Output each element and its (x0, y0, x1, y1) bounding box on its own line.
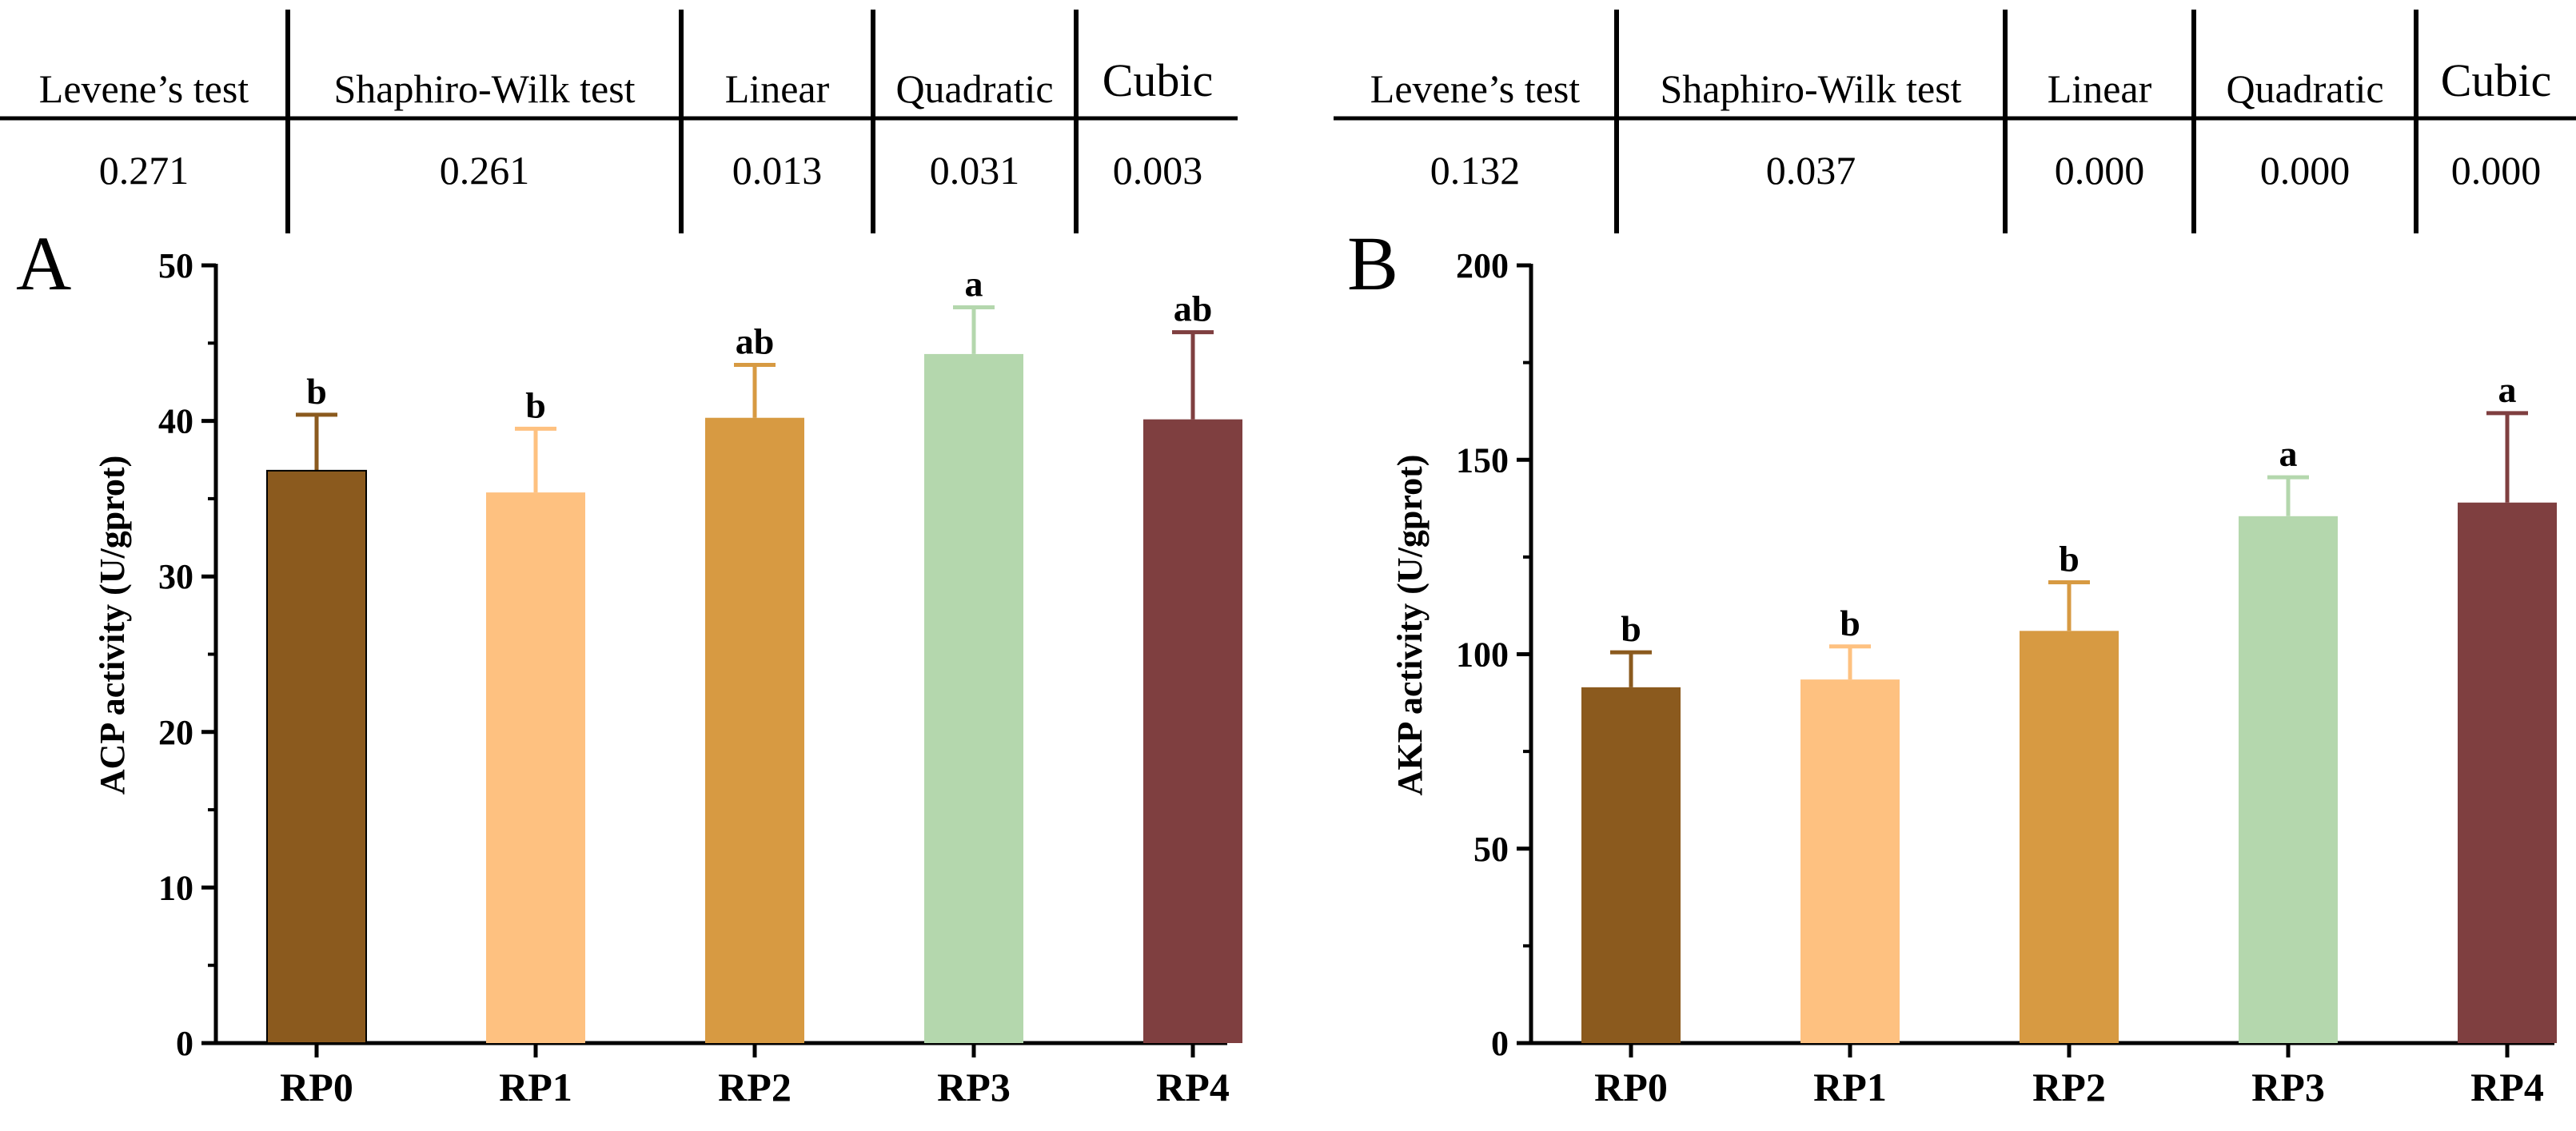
sig-letter-b-RP4: a (2498, 369, 2517, 410)
chart-a: A ACP activity (U/gprot) 0 10 20 30 40 50 b RP0… (16, 221, 1242, 1109)
bar-a-RP1 (486, 492, 585, 1043)
bar-a-RP2 (705, 417, 804, 1043)
y-tick-label-b-3: 150 (1456, 440, 1509, 480)
y-tick-label-b-4: 200 (1456, 246, 1509, 285)
table-a-value-quadratic: 0.031 (930, 148, 1020, 193)
bar-b-RP4 (2458, 502, 2557, 1043)
table-a-value-linear: 0.013 (732, 148, 823, 193)
y-tick-label-b-2: 100 (1456, 635, 1509, 675)
bar-b-RP2 (2020, 631, 2119, 1043)
table-a-value-levene: 0.271 (99, 148, 189, 193)
table-b-value-quadratic: 0.000 (2260, 148, 2351, 193)
bar-b-RP1 (1800, 679, 1900, 1043)
bar-b-RP3 (2239, 516, 2338, 1043)
stats-table-b: Levene’s test Shaphiro-Wilk test Linear … (1334, 10, 2576, 233)
x-tick-label-a-RP4: RP4 (1156, 1065, 1230, 1109)
y-tick-label-a-5: 50 (158, 246, 193, 285)
table-b-value-linear: 0.000 (2055, 148, 2145, 193)
y-axis-label-b: AKP activity (U/gprot) (1390, 455, 1430, 796)
sig-letter-b-RP3: a (2279, 433, 2298, 474)
sig-letter-a-RP3: a (965, 264, 983, 305)
y-tick-label-b-1: 50 (1473, 830, 1509, 869)
sig-letter-a-RP2: ab (736, 321, 775, 362)
table-b-header-quadratic: Quadratic (2226, 66, 2383, 111)
x-tick-label-b-RP4: RP4 (2470, 1065, 2544, 1109)
y-tick-label-a-2: 20 (158, 713, 193, 752)
y-axis-label-a: ACP activity (U/gprot) (93, 456, 132, 794)
table-a-value-cubic: 0.003 (1113, 148, 1203, 193)
y-tick-label-b-0: 0 (1491, 1024, 1509, 1063)
table-b-value-shapiro: 0.037 (1766, 148, 1856, 193)
table-b-value-levene: 0.132 (1430, 148, 1521, 193)
x-tick-label-a-RP0: RP0 (280, 1065, 353, 1109)
table-a-value-shapiro: 0.261 (440, 148, 530, 193)
table-a-header-linear: Linear (725, 66, 830, 111)
y-tick-label-a-4: 40 (158, 402, 193, 441)
sig-letter-b-RP0: b (1621, 608, 1641, 649)
sig-letter-a-RP4: ab (1174, 289, 1213, 329)
x-tick-label-a-RP3: RP3 (937, 1065, 1011, 1109)
table-b-header-cubic: Cubic (2441, 54, 2552, 106)
sig-letter-b-RP2: b (2059, 538, 2080, 579)
table-b-header-levene: Levene’s test (1370, 66, 1581, 111)
x-tick-label-b-RP3: RP3 (2251, 1065, 2325, 1109)
sig-letter-b-RP1: b (1840, 603, 1860, 643)
table-a-header-cubic: Cubic (1103, 54, 1214, 106)
bar-a-RP0 (266, 469, 367, 1044)
table-b-header-linear: Linear (2048, 66, 2152, 111)
y-tick-label-a-0: 0 (176, 1024, 193, 1063)
y-tick-label-a-3: 30 (158, 557, 193, 596)
panel-label-b: B (1347, 221, 1398, 306)
bar-a-RP4 (1143, 419, 1242, 1043)
x-tick-label-b-RP2: RP2 (2032, 1065, 2106, 1109)
x-tick-label-b-RP1: RP1 (1813, 1065, 1887, 1109)
y-tick-label-a-1: 10 (158, 868, 193, 907)
sig-letter-a-RP1: b (525, 384, 546, 425)
table-b-value-cubic: 0.000 (2451, 148, 2542, 193)
table-a-header-levene: Levene’s test (39, 66, 249, 111)
table-a-header-quadratic: Quadratic (895, 66, 1053, 111)
chart-b: B AKP activity (U/gprot) 0 50 100 150 200 b RP… (1347, 221, 2557, 1109)
bar-a-RP3 (924, 353, 1023, 1043)
x-tick-label-a-RP1: RP1 (499, 1065, 572, 1109)
panel-label-a: A (16, 221, 71, 306)
x-tick-label-a-RP2: RP2 (718, 1065, 792, 1109)
bar-b-RP0 (1581, 687, 1681, 1043)
x-tick-label-b-RP0: RP0 (1594, 1065, 1668, 1109)
table-b-header-shapiro: Shaphiro-Wilk test (1660, 66, 1961, 111)
sig-letter-a-RP0: b (306, 371, 327, 412)
stats-table-a: Levene’s test Shaphiro-Wilk test Linear … (0, 10, 1238, 233)
table-a-header-shapiro: Shaphiro-Wilk test (333, 66, 635, 111)
